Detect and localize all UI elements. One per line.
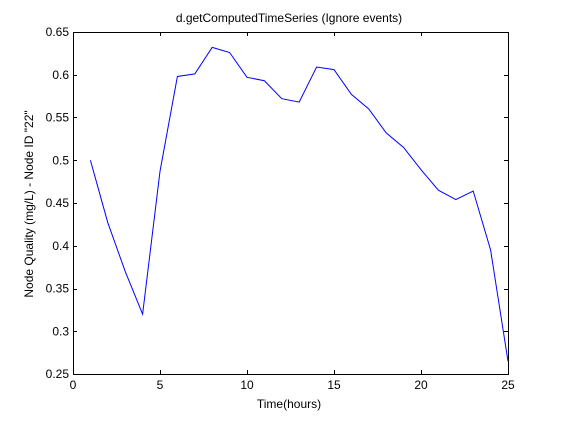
x-axis-label: Time(hours) bbox=[257, 397, 321, 411]
y-tick-label: 0.35 bbox=[46, 282, 70, 296]
x-tick-label: 5 bbox=[157, 378, 164, 392]
y-tick-label: 0.45 bbox=[46, 196, 70, 210]
y-tick-label: 0.3 bbox=[52, 324, 69, 338]
y-axis-label: Node Quality (mg/L) - Node ID "22" bbox=[22, 110, 36, 297]
x-tick-label: 15 bbox=[327, 378, 341, 392]
y-tick-label: 0.65 bbox=[46, 25, 70, 39]
plot-area: 0 5 10 15 20 25 0.25 0.3 0.35 0.4 0.45 0.5 0.55 0.6 0.… bbox=[46, 25, 515, 392]
y-tick-label: 0.4 bbox=[52, 239, 69, 253]
chart-title: d.getComputedTimeSeries (Ignore events) bbox=[176, 11, 402, 25]
x-tick-label: 10 bbox=[240, 378, 254, 392]
x-tick-label: 25 bbox=[501, 378, 515, 392]
axes-box bbox=[74, 33, 509, 375]
y-tick-label: 0.6 bbox=[52, 68, 69, 82]
x-tick-label: 0 bbox=[70, 378, 77, 392]
y-tick-label: 0.25 bbox=[46, 367, 70, 381]
y-tick-label: 0.5 bbox=[52, 153, 69, 167]
y-tick-label: 0.55 bbox=[46, 111, 70, 125]
x-tick-label: 20 bbox=[414, 378, 428, 392]
